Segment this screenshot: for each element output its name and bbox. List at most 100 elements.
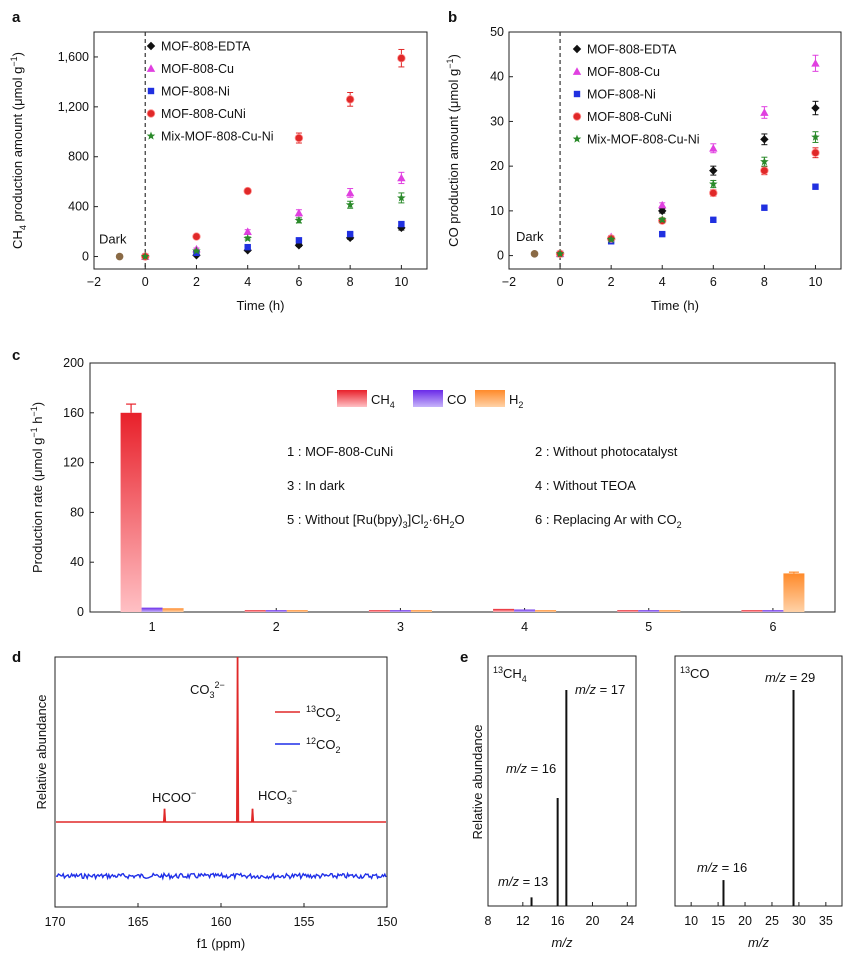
bar-h2	[286, 610, 308, 612]
bar-ch4	[617, 610, 639, 612]
note-part: ]Cl	[408, 512, 424, 527]
x-tick-label: 6	[295, 275, 302, 289]
y-tick-label: 200	[63, 356, 84, 370]
x-tick-label: 6	[710, 275, 717, 289]
data-point-cuni	[345, 95, 355, 104]
y-tick-label: 40	[490, 70, 504, 84]
y-tick-label: 1,200	[58, 100, 89, 114]
data-point-ni	[710, 216, 717, 224]
annotation-part: CO	[190, 682, 210, 697]
y-axis-label-sup: −1	[445, 59, 455, 69]
note-sub: 2	[677, 520, 682, 530]
legend-label: MOF-808-EDTA	[587, 43, 677, 57]
peak-label-mz: m/z	[506, 761, 527, 776]
x-tick-label: 1	[149, 620, 156, 634]
legend-label: 12CO2	[306, 736, 341, 755]
panel-label-e: e	[460, 649, 468, 666]
x-tick-label: 160	[211, 915, 232, 929]
legend-swatch-co	[413, 390, 443, 407]
data-point-mix	[345, 200, 355, 209]
x-tick-label: 24	[620, 914, 634, 928]
data-point-ni	[812, 183, 819, 190]
x-tick-label: 4	[659, 275, 666, 289]
peak-label-value: = 29	[786, 670, 815, 685]
data-point-cu	[709, 144, 718, 152]
bar-ch4	[493, 608, 515, 612]
data-point-mix	[657, 215, 667, 224]
x-tick-label: −2	[502, 275, 516, 289]
legend-label: MOF-808-CuNi	[587, 110, 672, 124]
data-point-mix	[397, 193, 406, 202]
legend-label-main: CH	[371, 392, 390, 407]
data-point-cuni	[397, 53, 406, 63]
bar-co	[762, 610, 784, 612]
data-point-cuni	[811, 148, 820, 157]
data-point-ni	[398, 220, 405, 228]
legend-marker-ni	[147, 87, 155, 95]
peak-label: m/z = 29	[765, 670, 815, 685]
peak-label-value: = 13	[519, 874, 548, 889]
y-axis-label: CO production amount (μmol g−1)	[445, 54, 461, 247]
plot-frame	[54, 656, 388, 908]
data-point-mix	[606, 234, 616, 244]
plot-frame	[674, 655, 843, 907]
data-point-mix	[294, 215, 304, 224]
annotation-part: HCOO	[152, 790, 191, 805]
x-tick-label: 8	[347, 275, 354, 289]
legend-marker-edta	[146, 41, 156, 51]
y-axis-label-sup: −1	[29, 427, 39, 437]
legend-marker-mix	[572, 134, 582, 143]
peak-label-value: = 16	[527, 761, 556, 776]
y-tick-label: 10	[490, 204, 504, 218]
annotation-co3: CO32−	[190, 680, 225, 700]
legend-label: CO	[447, 392, 467, 407]
x-axis-label: Time (h)	[651, 298, 699, 313]
x-tick-label: 2	[193, 275, 200, 289]
annotation-hcoo: HCOO−	[152, 788, 196, 805]
peak-label-value: = 17	[596, 682, 625, 697]
x-axis-label: m/z	[552, 935, 573, 950]
data-point-mix	[140, 252, 150, 261]
peak-label: m/z = 17	[575, 682, 625, 697]
bar-ch4	[120, 412, 142, 612]
x-tick-label: 10	[684, 914, 698, 928]
dark-annotation: Dark	[516, 229, 544, 244]
spectrum-12co2	[55, 871, 387, 881]
panel-c-rate-chart: 0 40 80 120 160 200 Production rate (μmol g−1 …	[29, 356, 836, 634]
legend-marker-cu	[572, 67, 582, 75]
bar-co	[638, 610, 660, 612]
subplot-title: 13CH4	[493, 665, 527, 684]
dark-data-point	[115, 252, 124, 261]
y-axis-label-rest: CO production amount (μmol g	[446, 69, 461, 247]
panel-label-a: a	[12, 9, 21, 26]
y-axis-label-rest: Production rate (μmol g	[30, 438, 45, 573]
data-point-mix	[760, 157, 769, 166]
x-tick-label: 4	[521, 620, 528, 634]
note-part: ·6H	[429, 512, 450, 527]
data-point-edta	[709, 166, 718, 175]
x-tick-label: 3	[397, 620, 404, 634]
x-tick-label: 150	[377, 915, 398, 929]
legend-label: Mix-MOF-808-Cu-Ni	[161, 130, 274, 144]
x-tick-label: 6	[769, 620, 776, 634]
note-condition-2: 2 : Without photocatalyst	[535, 444, 678, 459]
x-tick-label: 30	[792, 914, 806, 928]
legend-label-sup: 13	[306, 704, 316, 714]
x-tick-label: 8	[485, 914, 492, 928]
note-sub: 3	[403, 520, 408, 530]
data-point-ni	[295, 237, 303, 244]
y-tick-label: 1,600	[58, 50, 89, 64]
y-axis-label: CH4 production amount (μmol g−1)	[9, 52, 28, 249]
y-tick-label: 160	[63, 406, 84, 420]
x-tick-label: 0	[142, 275, 149, 289]
legend-label: 13CO2	[306, 704, 341, 723]
legend-label-main: CO	[316, 737, 336, 752]
data-point-mix	[709, 179, 718, 188]
x-tick-label: 2	[608, 275, 615, 289]
x-tick-label: 20	[586, 914, 600, 928]
bar-h2	[659, 610, 681, 612]
legend-label: MOF-808-Ni	[161, 85, 230, 99]
data-point-cu	[243, 227, 252, 235]
plot-frame	[93, 31, 428, 270]
